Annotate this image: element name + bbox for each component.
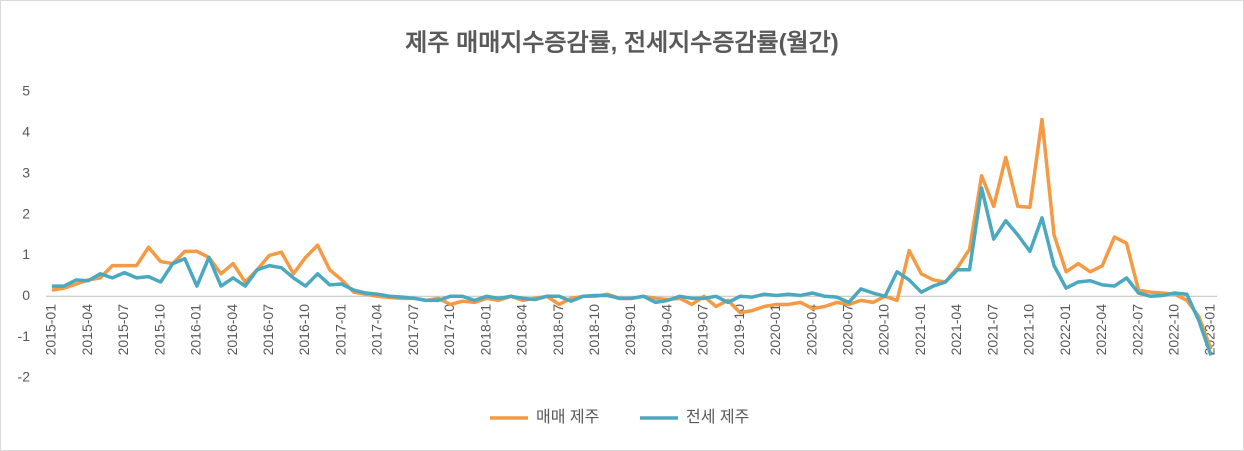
x-tick-label: 2017-01 (332, 304, 348, 356)
x-tick-label: 2021-01 (912, 304, 928, 356)
x-tick-label: 2018-01 (477, 304, 493, 356)
x-tick-label: 2020-04 (803, 304, 819, 356)
x-tick-label: 2019-01 (622, 304, 638, 356)
x-tick-label: 2019-07 (695, 304, 711, 356)
x-tick-label: 2016-10 (296, 304, 312, 356)
y-tick-label: 2 (22, 205, 30, 221)
x-tick-label: 2022-10 (1165, 304, 1181, 356)
x-tick-label: 2022-07 (1129, 304, 1145, 356)
y-tick-label: 5 (22, 83, 30, 99)
x-tick-label: 2020-01 (767, 304, 783, 356)
x-tick-label: 2021-10 (1021, 304, 1037, 356)
x-tick-label: 2019-04 (658, 304, 674, 356)
x-tick-label: 2020-07 (840, 304, 856, 356)
legend-label: 매매 제주 (536, 408, 599, 426)
x-tick-label: 2021-04 (948, 304, 964, 356)
x-tick-label: 2016-07 (260, 304, 276, 356)
x-tick-label: 2022-01 (1057, 304, 1073, 356)
x-tick-label: 2018-04 (514, 304, 530, 356)
y-tick-label: 1 (22, 246, 30, 262)
x-tick-label: 2016-01 (188, 304, 204, 356)
y-tick-label: -2 (18, 369, 31, 385)
y-tick-label: 0 (22, 287, 30, 303)
x-tick-label: 2018-07 (550, 304, 566, 356)
x-tick-label: 2018-10 (586, 304, 602, 356)
series-line (52, 186, 1213, 357)
x-tick-label: 2020-10 (876, 304, 892, 356)
chart-title: 제주 매매지수증감률, 전세지수증감률(월간) (405, 29, 838, 56)
x-tick-label: 2019-10 (731, 304, 747, 356)
x-tick-label: 2015-01 (43, 304, 59, 356)
x-tick-label: 2017-07 (405, 304, 421, 356)
y-tick-label: -1 (18, 328, 31, 344)
x-tick-label: 2017-04 (369, 304, 385, 356)
x-tick-label: 2015-10 (151, 304, 167, 356)
x-tick-label: 2021-07 (984, 304, 1000, 356)
x-tick-label: 2022-04 (1093, 304, 1109, 356)
x-tick-label: 2015-04 (79, 304, 95, 356)
x-tick-label: 2015-07 (115, 304, 131, 356)
y-tick-label: 3 (22, 164, 30, 180)
legend-label: 전세 제주 (686, 408, 749, 426)
x-tick-label: 2017-10 (441, 304, 457, 356)
y-tick-label: 4 (22, 124, 30, 140)
x-tick-label: 2016-04 (224, 304, 240, 356)
